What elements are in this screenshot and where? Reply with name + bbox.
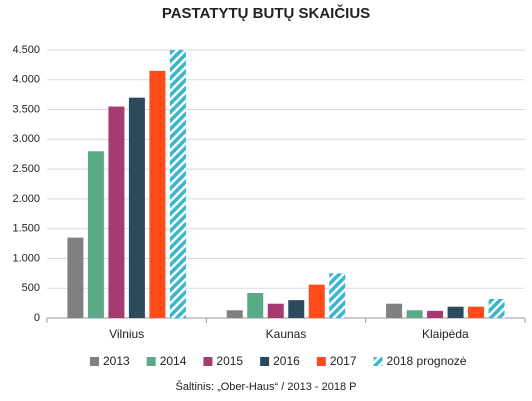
y-tick-label: 4.000	[12, 74, 40, 86]
bar	[308, 284, 325, 318]
bar	[67, 237, 84, 318]
bar	[169, 50, 186, 318]
legend-label: 2014	[160, 354, 187, 368]
y-tick-label: 1.000	[12, 252, 40, 264]
x-tick-label: Kaunas	[266, 327, 307, 341]
bar	[247, 292, 264, 318]
legend-swatch	[316, 357, 326, 366]
bar	[288, 300, 305, 318]
legend-swatch	[90, 357, 99, 366]
bar	[149, 70, 166, 318]
source: Šaltinis: „Ober-Haus“ / 2013 - 2018 P	[176, 380, 357, 393]
legend-label: 2018 prognozė	[387, 354, 467, 368]
bar	[447, 306, 464, 318]
x-tick-label: Vilnius	[109, 327, 144, 341]
legend-label: 2016	[273, 354, 300, 368]
bar	[329, 273, 346, 318]
bar	[427, 310, 444, 318]
y-tick-label: 2.000	[12, 193, 40, 205]
legend-label: 2013	[103, 354, 130, 368]
chart-title: PASTATYTŲ BUTŲ SKAIČIUS	[162, 4, 370, 22]
legend-swatch	[373, 357, 383, 366]
bar	[468, 306, 485, 318]
legend-swatch	[203, 357, 213, 366]
y-tick-label: 2.500	[12, 163, 40, 175]
legend-swatch	[260, 357, 270, 366]
bar	[108, 106, 125, 318]
bar	[488, 298, 505, 318]
bar	[87, 151, 104, 318]
bar	[226, 310, 243, 318]
bar	[386, 303, 403, 318]
bar	[267, 303, 284, 318]
y-tick-label: 1.500	[12, 223, 40, 235]
y-tick-label: 500	[22, 282, 40, 294]
legend-label: 2015	[216, 354, 243, 368]
y-tick-label: 4.500	[12, 44, 40, 56]
y-tick-label: 3.500	[12, 103, 40, 115]
x-tick-label: Klaipėda	[422, 327, 469, 341]
legend-swatch	[146, 357, 156, 366]
legend-label: 2017	[330, 354, 357, 368]
y-tick-label: 0	[34, 312, 40, 324]
bar	[406, 310, 423, 318]
y-tick-label: 3.000	[12, 133, 40, 145]
bar	[128, 97, 145, 319]
